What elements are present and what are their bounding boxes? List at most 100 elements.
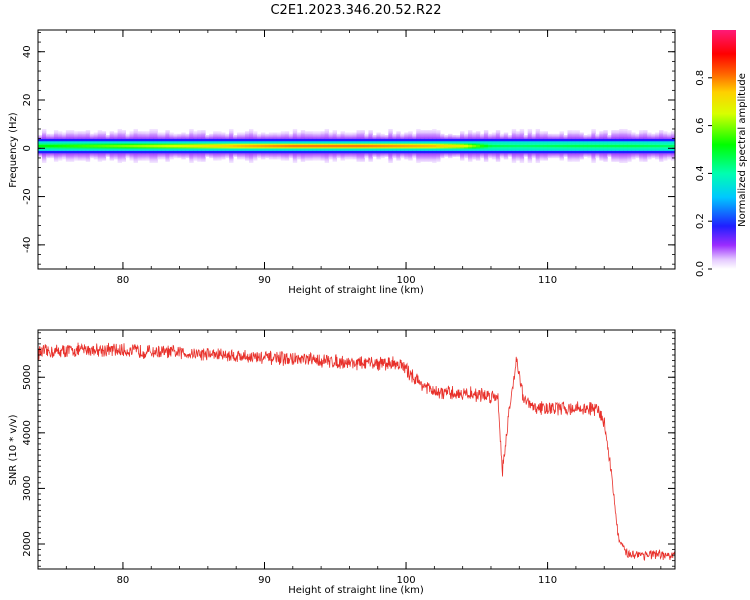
heatmap-cell (272, 143, 278, 145)
heatmap-cell (479, 144, 485, 147)
heatmap-cell (213, 144, 218, 147)
heatmap-cell (292, 155, 298, 157)
heatmap-cell (408, 139, 413, 142)
heatmap-cell (141, 156, 146, 159)
heatmap-cell (320, 142, 326, 144)
heatmap-cell (149, 142, 154, 144)
heatmap-cell (555, 145, 560, 148)
heatmap-cell (599, 159, 604, 161)
heatmap-cell (65, 153, 71, 155)
heatmap-cell (113, 154, 119, 156)
heatmap-cell (368, 139, 373, 142)
heatmap-cell (109, 144, 115, 147)
heatmap-cell (109, 148, 115, 150)
heatmap-cell (615, 159, 620, 161)
heatmap-cell (97, 141, 103, 143)
heatmap-cell (667, 136, 672, 138)
heatmap-cell (304, 153, 310, 155)
heatmap-cell (603, 153, 608, 155)
heatmap-cell (527, 154, 533, 156)
heatmap-cell (340, 143, 345, 145)
heatmap-cell (647, 153, 652, 155)
heatmap-cell (424, 155, 429, 157)
heatmap-cell (388, 138, 393, 141)
heatmap-cell (635, 141, 640, 143)
heatmap-cell (344, 136, 349, 138)
heatmap-cell (471, 157, 477, 160)
heatmap-cell (61, 144, 67, 147)
heatmap-cell (575, 156, 580, 159)
heatmap-cell (452, 154, 457, 156)
heatmap-cell (452, 139, 457, 142)
heatmap-cell (448, 147, 453, 149)
heatmap-cell (627, 149, 632, 151)
heatmap-cell (400, 141, 405, 143)
heatmap-cell (527, 153, 533, 155)
heatmap-cell (579, 154, 584, 156)
heatmap-cell (121, 159, 126, 161)
heatmap-cell (420, 155, 425, 157)
heatmap-cell (38, 143, 43, 145)
heatmap-cell (133, 156, 138, 159)
heatmap-cell (408, 143, 413, 145)
heatmap-cell (667, 157, 672, 160)
heatmap-cell (368, 141, 373, 143)
heatmap-cell (495, 153, 501, 155)
heatmap-cell (360, 139, 365, 142)
heatmap-cell (571, 130, 576, 132)
heatmap-cell (217, 138, 222, 141)
heatmap-cell (101, 154, 107, 156)
heatmap-cell (659, 154, 664, 156)
heatmap-cell (376, 135, 381, 137)
heatmap-cell (412, 150, 417, 153)
heatmap-cell (651, 136, 656, 138)
heatmap-cell (332, 135, 337, 137)
heatmap-cell (495, 157, 501, 160)
heatmap-cell (396, 151, 401, 154)
heatmap-cell (428, 139, 433, 142)
heatmap-cell (332, 159, 337, 161)
heatmap-cell (93, 156, 99, 159)
heatmap-cell (436, 130, 441, 132)
heatmap-cell (460, 141, 465, 143)
heatmap-cell (308, 159, 314, 161)
heatmap-cell (57, 137, 63, 139)
heatmap-cell (467, 159, 473, 161)
heatmap-cell (663, 153, 668, 155)
heatmap-cell (611, 133, 616, 136)
heatmap-cell (221, 150, 226, 153)
heatmap-cell (555, 147, 560, 149)
heatmap-cell (284, 142, 290, 144)
heatmap-cell (579, 133, 584, 136)
heatmap-cell (416, 133, 421, 136)
heatmap-cell (153, 128, 158, 131)
heatmap-cell (444, 142, 449, 144)
heatmap-cell (153, 139, 158, 142)
heatmap-cell (631, 156, 636, 159)
heatmap-cell (264, 147, 270, 149)
heatmap-cell (571, 143, 576, 145)
heatmap-cell (69, 150, 75, 153)
heatmap-cell (296, 157, 302, 160)
heatmap-cell (217, 155, 222, 157)
heatmap-cell (460, 139, 465, 142)
heatmap-cell (555, 148, 560, 150)
heatmap-cell (189, 160, 194, 162)
heatmap-cell (499, 141, 505, 143)
heatmap-cell (173, 137, 178, 139)
heatmap-cell (463, 135, 469, 137)
heatmap-cell (217, 144, 222, 147)
heatmap-cell (348, 136, 353, 138)
heatmap-cell (412, 133, 417, 136)
heatmap-cell (404, 135, 409, 137)
heatmap-cell (101, 147, 107, 149)
heatmap-cell (595, 137, 600, 139)
heatmap-cell (595, 151, 600, 154)
heatmap-cell (471, 135, 477, 137)
heatmap-cell (643, 150, 648, 153)
heatmap-cell (237, 141, 242, 143)
heatmap-cell (599, 155, 604, 157)
heatmap-cell (579, 155, 584, 157)
heatmap-cell (45, 142, 51, 144)
